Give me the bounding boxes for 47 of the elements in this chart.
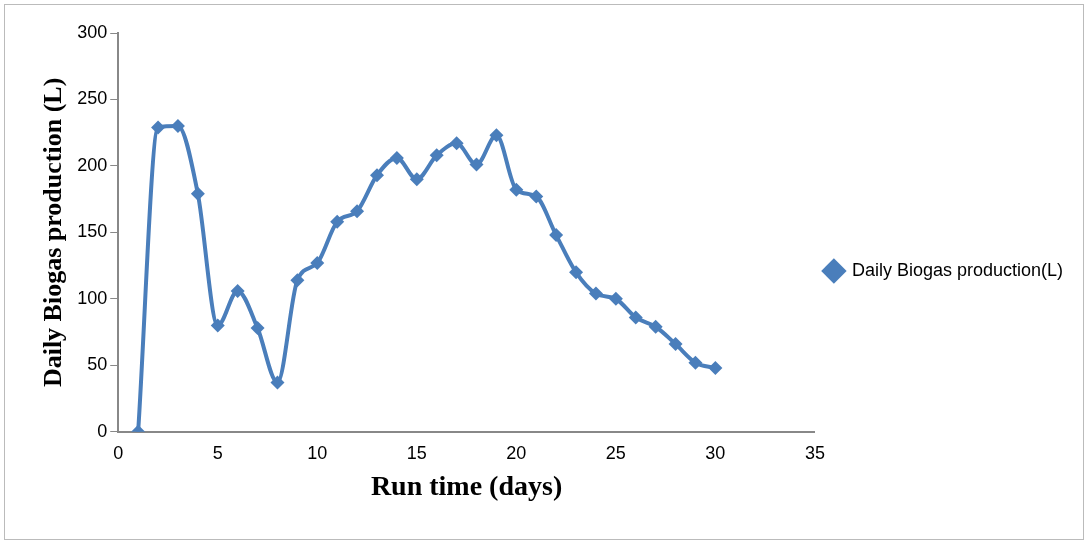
x-tick-label: 5 [212, 442, 223, 463]
point [628, 310, 643, 325]
y-tick-label: 200 [77, 154, 108, 175]
x-axis-title: Run time (days) [370, 470, 563, 502]
point [210, 318, 225, 333]
point [409, 172, 424, 187]
point [708, 360, 723, 375]
point [270, 375, 285, 390]
y-tick-label: 100 [77, 287, 108, 308]
legend-label: Daily Biogas production(L) [851, 259, 1063, 280]
y-tick-label: 0 [97, 420, 108, 441]
y-axis-title: Daily Biogas production (L) [38, 77, 68, 388]
point [489, 128, 504, 143]
x-tick-label: 10 [307, 442, 328, 463]
x-tick-label: 25 [605, 442, 626, 463]
x-tick-label: 15 [406, 442, 427, 463]
point [688, 355, 703, 370]
point [429, 148, 444, 163]
point [230, 283, 245, 298]
point [369, 168, 384, 183]
point [509, 182, 524, 197]
point [529, 189, 544, 204]
point [250, 321, 265, 336]
y-tick-label: 150 [77, 221, 108, 242]
y-tick-label: 250 [77, 88, 108, 109]
point [350, 204, 365, 219]
point [151, 120, 166, 135]
y-tick-label: 50 [87, 354, 108, 375]
point [588, 286, 603, 301]
x-tick-label: 35 [804, 442, 825, 463]
point [310, 255, 325, 270]
point [668, 337, 683, 352]
point [449, 136, 464, 151]
point [608, 291, 623, 306]
point [569, 265, 584, 280]
y-tick-label: 300 [77, 21, 108, 42]
point [549, 228, 564, 243]
point [648, 319, 663, 334]
point [170, 119, 185, 134]
point [330, 214, 345, 229]
x-tick-label: 20 [506, 442, 527, 463]
point [290, 273, 305, 288]
x-tick-label: 0 [113, 442, 124, 463]
point [389, 150, 404, 165]
point [469, 157, 484, 172]
point [190, 186, 205, 201]
x-tick-label: 30 [705, 442, 726, 463]
